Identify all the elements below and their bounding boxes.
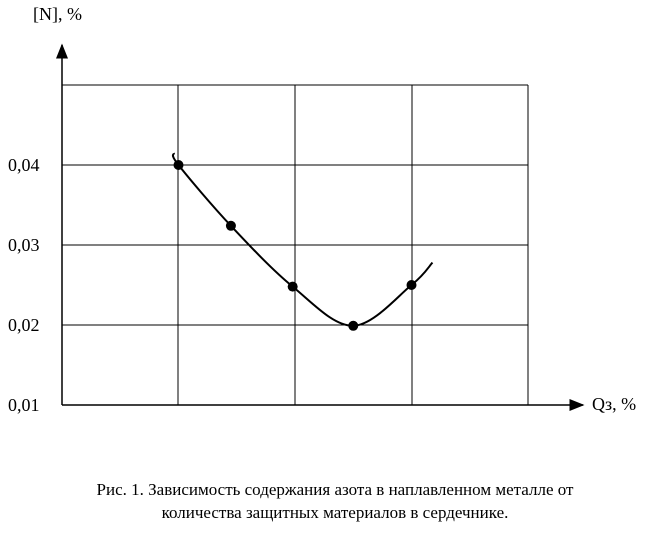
data-point bbox=[287, 281, 298, 292]
y-tick-label: 0,04 bbox=[8, 155, 40, 175]
caption: количества защитных материалов в сердечн… bbox=[162, 503, 509, 522]
data-point bbox=[348, 320, 359, 331]
y-tick-label: 0,01 bbox=[8, 395, 40, 415]
data-point bbox=[406, 280, 417, 290]
caption: Рис. 1. Зависимость содержания азота в н… bbox=[97, 480, 574, 499]
data-point bbox=[173, 160, 184, 170]
data-point bbox=[225, 220, 236, 231]
y-tick-label: 0,03 bbox=[8, 235, 40, 255]
y-tick-label: 0,02 bbox=[8, 315, 40, 335]
y-axis-label: [N], % bbox=[33, 4, 82, 24]
curve bbox=[171, 152, 434, 327]
x-axis-label: Qз, % bbox=[592, 394, 636, 414]
